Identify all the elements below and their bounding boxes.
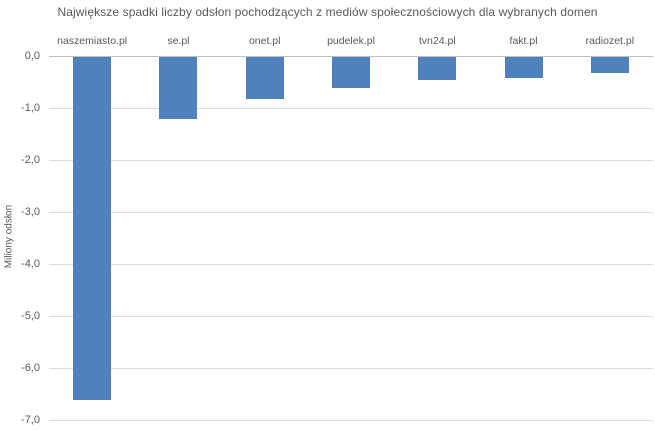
plot-area (49, 56, 653, 421)
gridline (49, 160, 653, 161)
y-tick-label: -7,0 (21, 414, 40, 426)
gridline (49, 212, 653, 213)
gridline (49, 368, 653, 369)
gridline (49, 108, 653, 109)
y-tick-label: -1,0 (21, 102, 40, 114)
bar-tvn24-pl (418, 57, 457, 81)
y-tick-label: -6,0 (21, 362, 40, 374)
category-label-tvn24-pl: tvn24.pl (418, 35, 456, 47)
bar-onet-pl (245, 57, 284, 99)
category-label-se-pl: se.pl (167, 35, 190, 47)
gridline (49, 420, 653, 421)
bar-radiozet-pl (590, 57, 629, 73)
y-tick-label: -4,0 (21, 258, 40, 270)
bar-se-pl (159, 57, 198, 120)
y-tick-label: -5,0 (21, 310, 40, 322)
y-tick-label: -2,0 (21, 154, 40, 166)
category-label-pudelek-pl: pudelek.pl (327, 35, 375, 47)
gridline (49, 316, 653, 317)
y-tick-label: -3,0 (21, 206, 40, 218)
category-label-radiozet-pl: radiozet.pl (585, 35, 635, 47)
zero-axis-line (49, 56, 653, 57)
bar-naszemiasto-pl (73, 57, 112, 401)
category-label-naszemiasto-pl: naszemiasto.pl (57, 35, 128, 47)
bar-fakt-pl (504, 57, 543, 78)
chart-title: Największe spadki liczby odsłon pochodzą… (57, 5, 598, 19)
y-tick-label: 0,0 (24, 50, 40, 62)
gridline (49, 264, 653, 265)
y-axis-title: Miliony odsłon (3, 204, 15, 269)
bar-pudelek-pl (332, 57, 370, 89)
category-label-fakt-pl: fakt.pl (509, 35, 538, 47)
category-label-onet-pl: onet.pl (248, 35, 281, 47)
